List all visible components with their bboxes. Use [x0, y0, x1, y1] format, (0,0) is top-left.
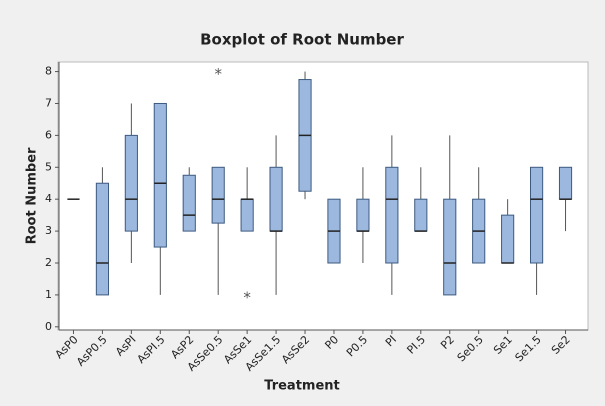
box	[95, 182, 109, 296]
y-tick-label: 4	[45, 192, 52, 205]
y-tick-label: 5	[45, 160, 52, 173]
box	[211, 166, 225, 224]
y-tick-label: 7	[45, 96, 52, 109]
y-tick-label: 3	[45, 224, 52, 237]
x-axis-label: Treatment	[264, 379, 340, 394]
box	[269, 166, 283, 232]
y-axis-label: Root Number	[25, 147, 40, 244]
box	[558, 166, 573, 200]
box	[153, 102, 167, 248]
y-tick-label: 0	[45, 320, 52, 333]
y-tick-label: 8	[45, 65, 52, 78]
box	[124, 134, 138, 232]
box	[385, 166, 399, 264]
outlier: *	[214, 65, 222, 83]
plot-area	[57, 61, 589, 331]
y-tick-label: 6	[45, 128, 52, 141]
box	[501, 214, 515, 264]
y-tick-label: 2	[45, 256, 52, 269]
box	[182, 174, 196, 232]
box	[414, 198, 428, 232]
box	[240, 198, 254, 232]
outlier: *	[243, 288, 251, 306]
box	[443, 198, 457, 296]
y-tick-label: 1	[45, 288, 52, 301]
box	[530, 166, 544, 264]
chart-title: Boxplot of Root Number	[200, 31, 404, 49]
box	[356, 198, 370, 232]
